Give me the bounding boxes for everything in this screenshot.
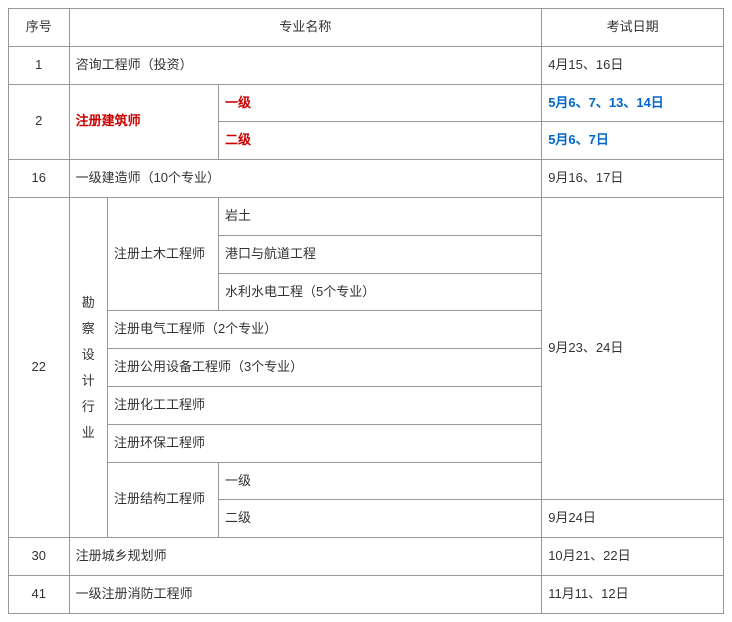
cell-date: 10月21、22日 <box>542 538 724 576</box>
cell-date: 9月16、17日 <box>542 160 724 198</box>
cell-civil-c: 水利水电工程（5个专业） <box>219 273 542 311</box>
cell-idx: 30 <box>9 538 70 576</box>
cell-env: 注册环保工程师 <box>107 424 541 462</box>
cell-name: 一级注册消防工程师 <box>69 575 542 613</box>
cell-idx: 41 <box>9 575 70 613</box>
table-row: 16 一级建造师（10个专业） 9月16、17日 <box>9 160 724 198</box>
cell-date: 9月23、24日 <box>542 197 724 499</box>
cell-idx: 1 <box>9 46 70 84</box>
cell-util: 注册公用设备工程师（3个专业） <box>107 349 541 387</box>
cell-date: 9月24日 <box>542 500 724 538</box>
table-row: 2 注册建筑师 一级 5月6、7、13、14日 <box>9 84 724 122</box>
table-row: 1 咨询工程师（投资） 4月15、16日 <box>9 46 724 84</box>
header-date: 考试日期 <box>542 9 724 47</box>
cell-level: 二级 <box>219 122 542 160</box>
exam-schedule-table: 序号 专业名称 考试日期 1 咨询工程师（投资） 4月15、16日 2 注册建筑… <box>8 8 724 614</box>
cell-civil: 注册土木工程师 <box>107 197 218 310</box>
table-row: 41 一级注册消防工程师 11月11、12日 <box>9 575 724 613</box>
cell-civil-a: 岩土 <box>219 197 542 235</box>
cell-name: 一级建造师（10个专业） <box>69 160 542 198</box>
header-idx: 序号 <box>9 9 70 47</box>
cell-level: 一级 <box>219 84 542 122</box>
cell-idx: 16 <box>9 160 70 198</box>
header-name: 专业名称 <box>69 9 542 47</box>
cell-date: 5月6、7日 <box>542 122 724 160</box>
cell-elec: 注册电气工程师（2个专业） <box>107 311 541 349</box>
cell-struct2: 二级 <box>219 500 542 538</box>
cell-name: 注册城乡规划师 <box>69 538 542 576</box>
table-row: 22 勘察设计行业 注册土木工程师 岩土 9月23、24日 <box>9 197 724 235</box>
cell-struct1: 一级 <box>219 462 542 500</box>
cell-idx: 22 <box>9 197 70 537</box>
cell-vlabel: 勘察设计行业 <box>69 197 107 537</box>
cell-struct: 注册结构工程师 <box>107 462 218 538</box>
cell-date: 5月6、7、13、14日 <box>542 84 724 122</box>
table-row: 30 注册城乡规划师 10月21、22日 <box>9 538 724 576</box>
cell-name: 咨询工程师（投资） <box>69 46 542 84</box>
cell-date: 4月15、16日 <box>542 46 724 84</box>
cell-chem: 注册化工工程师 <box>107 386 541 424</box>
table-header-row: 序号 专业名称 考试日期 <box>9 9 724 47</box>
cell-idx: 2 <box>9 84 70 160</box>
cell-name: 注册建筑师 <box>69 84 218 160</box>
cell-date: 11月11、12日 <box>542 575 724 613</box>
cell-civil-b: 港口与航道工程 <box>219 235 542 273</box>
